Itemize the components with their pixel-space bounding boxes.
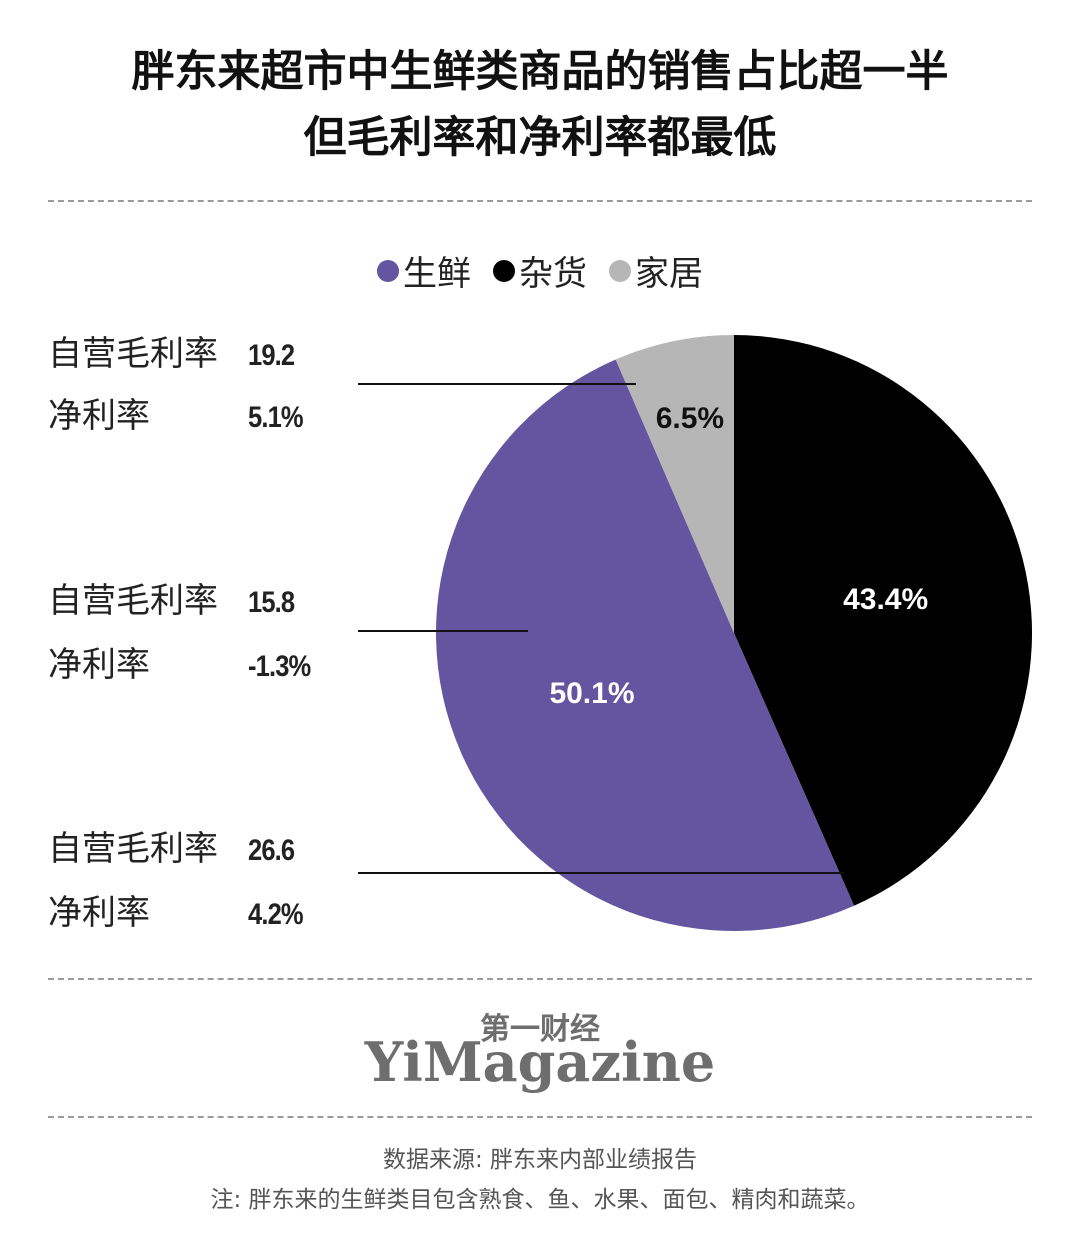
legend-item-home: 家居 xyxy=(609,246,703,295)
brand-logo-en: YiMagazine xyxy=(364,1030,716,1094)
chart-title-line2: 但毛利率和净利率都最低 xyxy=(303,113,777,163)
slice-label-1: 50.1% xyxy=(549,677,634,710)
footnote: 注: 胖东来的生鲜类目包含熟食、鱼、水果、面包、精肉和蔬菜。 xyxy=(210,1187,870,1213)
pie-slice-0 xyxy=(734,335,1032,906)
slice-label-2: 6.5% xyxy=(656,402,724,435)
legend-label-home: 家居 xyxy=(635,254,703,294)
metric-fresh-gross-value: 15.8 xyxy=(248,586,295,619)
legend-item-fresh: 生鲜 xyxy=(377,246,471,295)
metric-grocery-net-value: 4.2% xyxy=(248,898,304,931)
legend-item-grocery: 杂货 xyxy=(493,246,587,295)
metric-fresh-net: 净利率 -1.3% xyxy=(48,645,321,687)
brand-logo-cn: 第一财经 xyxy=(480,1012,600,1047)
metric-home-net: 净利率 5.1% xyxy=(48,396,312,438)
chart-legend: 生鲜 杂货 家居 xyxy=(0,246,1080,295)
metric-home-net-label: 净利率 xyxy=(48,396,150,436)
divider-top xyxy=(48,200,1032,202)
metric-grocery-gross-value: 26.6 xyxy=(248,834,295,867)
divider-middle xyxy=(48,978,1032,980)
metric-fresh-net-label: 净利率 xyxy=(48,645,150,685)
legend-label-fresh: 生鲜 xyxy=(403,254,471,294)
source-note: 数据来源: 胖东来内部业绩报告 xyxy=(382,1147,698,1173)
pie-slice-2 xyxy=(615,335,734,633)
divider-bottom xyxy=(48,1116,1032,1118)
metric-fresh-net-value: -1.3% xyxy=(248,650,311,683)
metric-fresh-gross: 自营毛利率 15.8 xyxy=(48,581,302,623)
metric-grocery-net: 净利率 4.2% xyxy=(48,893,312,935)
legend-swatch-fresh xyxy=(377,259,399,282)
metric-home-gross-value: 19.2 xyxy=(248,339,295,372)
metric-fresh-gross-label: 自营毛利率 xyxy=(48,581,218,621)
legend-swatch-home xyxy=(609,259,631,282)
metric-home-gross-label: 自营毛利率 xyxy=(48,334,218,374)
metric-grocery-gross: 自营毛利率 26.6 xyxy=(48,829,302,871)
pie-slice-1 xyxy=(436,359,855,931)
slice-label-0: 43.4% xyxy=(843,583,928,616)
chart-title-line1: 胖东来超市中生鲜类商品的销售占比超一半 xyxy=(131,47,949,97)
legend-swatch-grocery xyxy=(493,259,515,282)
metric-home-gross: 自营毛利率 19.2 xyxy=(48,334,302,376)
metric-grocery-net-label: 净利率 xyxy=(48,893,150,933)
legend-label-grocery: 杂货 xyxy=(519,254,587,294)
metric-home-net-value: 5.1% xyxy=(248,401,304,434)
metric-grocery-gross-label: 自营毛利率 xyxy=(48,829,218,869)
